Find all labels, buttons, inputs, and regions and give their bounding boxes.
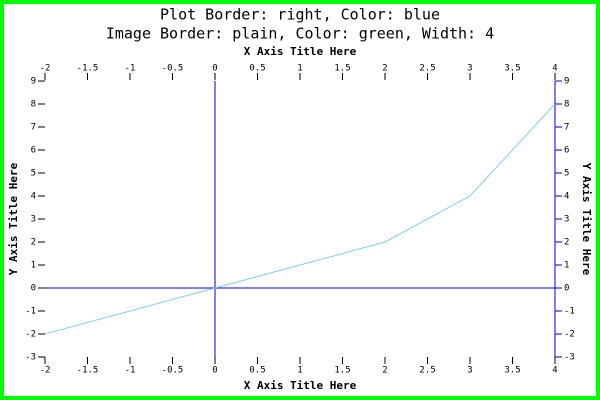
x-tick-label-bottom: 1.5 [334,366,350,376]
x-tick-label-bottom: 3 [467,366,472,376]
y-tick-label-right: -3 [564,353,575,363]
x-tick-label-bottom: 3.5 [504,366,520,376]
x-tick-label-top: 1.5 [334,64,350,74]
x-tick-label-bottom: 0 [212,366,217,376]
chart-title: Plot Border: right, Color: blue [160,6,440,24]
y-tick-label-left: 9 [31,77,36,87]
y-tick-label-left: 7 [31,123,36,133]
x-tick-label-bottom: 4 [552,366,557,376]
x-tick-label-top: 4 [552,64,557,74]
y-tick-label-right: 8 [564,100,569,110]
y-tick-label-left: -1 [25,307,36,317]
y-tick-label-right: 2 [564,238,569,248]
data-line [44,103,556,335]
x-tick-label-bottom: -2 [40,366,51,376]
y-tick-label-left: 1 [31,261,36,271]
y-tick-label-right: 6 [564,146,569,156]
x-tick-label-top: -1.5 [77,64,99,74]
x-tick-label-top: -0.5 [162,64,184,74]
x-tick-label-top: -2 [40,64,51,74]
y-tick-label-right: 4 [564,192,569,202]
x-tick-label-bottom: 2 [382,366,387,376]
x-tick-label-top: 3.5 [504,64,520,74]
x-tick-label-bottom: -0.5 [162,366,184,376]
y-tick-label-left: 2 [31,238,36,248]
y-tick-label-left: -3 [25,353,36,363]
y-tick-label-left: 3 [31,215,36,225]
y-tick-label-right: 1 [564,261,569,271]
x-axis-title-bottom: X Axis Title Here [244,379,357,392]
x-tick-label-top: 1 [297,64,302,74]
y-tick-label-right: 7 [564,123,569,133]
x-tick-label-bottom: 2.5 [419,366,435,376]
chart-subtitle: Image Border: plain, Color: green, Width… [106,25,494,43]
x-tick-label-bottom: -1 [125,366,136,376]
x-tick-label-bottom: 0.5 [249,366,265,376]
x-tick-label-top: 0 [212,64,217,74]
y-tick-label-right: 3 [564,215,569,225]
x-tick-label-bottom: -1.5 [77,366,99,376]
y-tick-label-right: -2 [564,330,575,340]
y-axis-title-left: Y Axis Title Here [7,162,20,275]
x-tick-label-top: 0.5 [249,64,265,74]
y-tick-label-left: 0 [31,284,36,294]
x-axis-title-top: X Axis Title Here [244,45,357,58]
y-tick-label-left: -2 [25,330,36,340]
y-tick-label-left: 5 [31,169,36,179]
y-tick-label-left: 8 [31,100,36,110]
x-tick-label-top: 2 [382,64,387,74]
y-axis-title-right: Y Axis Title Here [580,163,593,276]
x-tick-label-top: -1 [125,64,136,74]
y-tick-label-right: 5 [564,169,569,179]
y-tick-label-left: 6 [31,146,36,156]
x-tick-label-bottom: 1 [297,366,302,376]
y-tick-label-right: 9 [564,77,569,87]
y-tick-label-right: 0 [564,284,569,294]
x-tick-label-top: 3 [467,64,472,74]
y-tick-label-right: -1 [564,307,575,317]
x-tick-label-top: 2.5 [419,64,435,74]
y-tick-label-left: 4 [31,192,36,202]
